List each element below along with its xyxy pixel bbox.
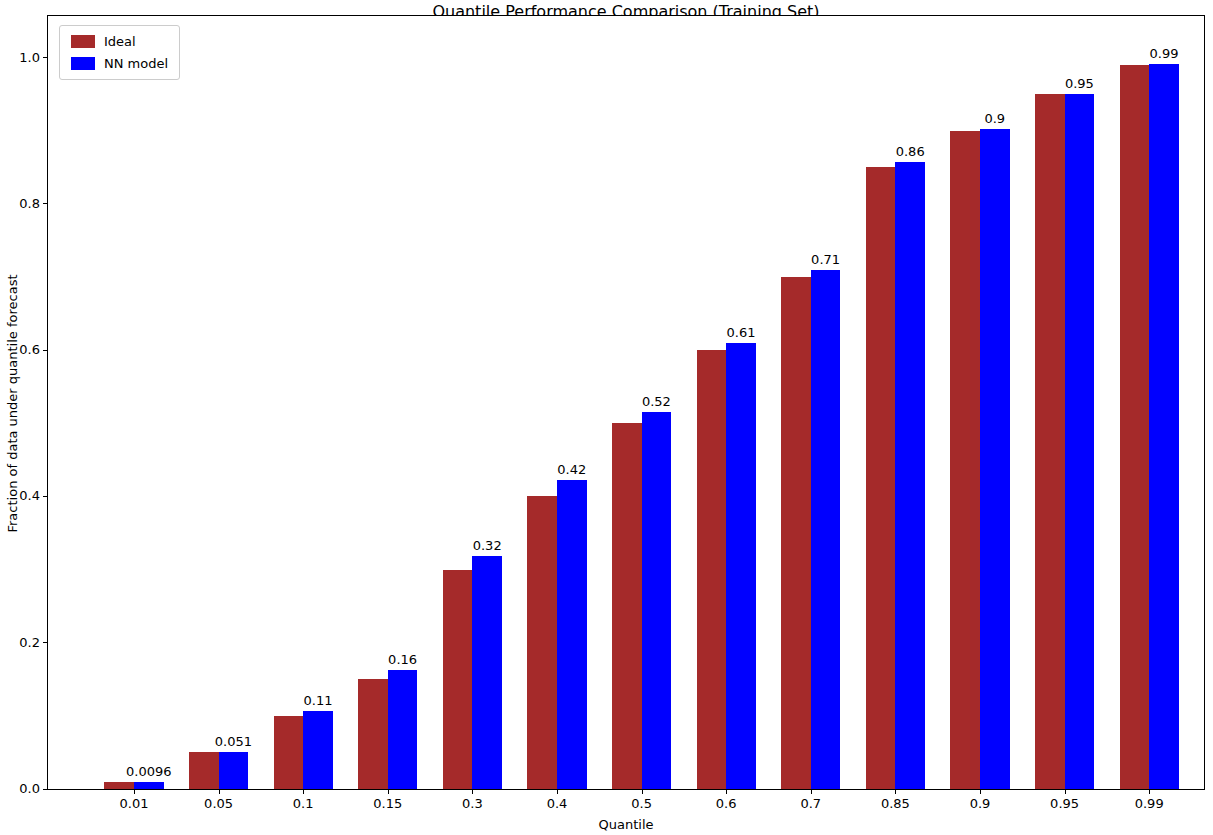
bar-value-label-0.15: 0.16 (368, 652, 438, 667)
x-tick-mark-0.7 (811, 790, 812, 794)
bar-value-label-0.95: 0.95 (1044, 76, 1114, 91)
bar-ideal-0.15 (358, 679, 388, 789)
bar-nn-model-0.99 (1149, 64, 1179, 789)
x-tick-label-0.85: 0.85 (865, 796, 925, 811)
y-tick-mark-0.8 (43, 203, 47, 204)
x-tick-mark-0.3 (472, 790, 473, 794)
x-tick-mark-0.95 (1065, 790, 1066, 794)
x-tick-label-0.95: 0.95 (1035, 796, 1095, 811)
legend-item-nn-model: NN model (71, 56, 168, 71)
bar-value-label-0.3: 0.32 (452, 538, 522, 553)
bar-value-label-0.6: 0.61 (706, 325, 776, 340)
bar-ideal-0.05 (189, 752, 219, 789)
bar-nn-model-0.85 (895, 162, 925, 789)
bar-nn-model-0.6 (726, 343, 756, 789)
bar-value-label-0.05: 0.051 (198, 734, 268, 749)
y-tick-mark-0.0 (43, 789, 47, 790)
x-axis-label: Quantile (47, 817, 1205, 832)
x-tick-mark-0.99 (1149, 790, 1150, 794)
bar-ideal-0.1 (274, 716, 304, 789)
x-tick-mark-0.05 (219, 790, 220, 794)
bar-nn-model-0.01 (134, 782, 164, 789)
bar-value-label-0.99: 0.99 (1129, 46, 1199, 61)
bar-nn-model-0.05 (219, 752, 249, 789)
y-tick-mark-1.0 (43, 57, 47, 58)
x-tick-mark-0.6 (726, 790, 727, 794)
x-tick-label-0.01: 0.01 (104, 796, 164, 811)
x-tick-mark-0.4 (557, 790, 558, 794)
bar-value-label-0.1: 0.11 (283, 693, 353, 708)
bar-value-label-0.4: 0.42 (537, 462, 607, 477)
bar-ideal-0.4 (527, 496, 557, 789)
bar-ideal-0.85 (866, 167, 896, 789)
bar-ideal-0.5 (612, 423, 642, 789)
legend-swatch-ideal (71, 35, 95, 48)
x-tick-label-0.05: 0.05 (189, 796, 249, 811)
x-tick-label-0.99: 0.99 (1119, 796, 1179, 811)
x-tick-mark-0.5 (642, 790, 643, 794)
legend-swatch-nn-model (71, 57, 95, 70)
bar-ideal-0.7 (781, 277, 811, 789)
y-tick-label-1.0: 1.0 (2, 50, 40, 65)
y-tick-label-0.8: 0.8 (2, 196, 40, 211)
x-tick-label-0.9: 0.9 (950, 796, 1010, 811)
x-tick-mark-0.01 (134, 790, 135, 794)
bar-nn-model-0.5 (642, 412, 672, 789)
x-tick-label-0.4: 0.4 (527, 796, 587, 811)
bar-nn-model-0.95 (1065, 94, 1095, 789)
y-tick-label-0.0: 0.0 (2, 781, 40, 796)
y-tick-mark-0.6 (43, 350, 47, 351)
y-axis-label: Fraction of data under quantile forecast (5, 214, 20, 594)
bar-ideal-0.3 (443, 570, 473, 789)
legend-item-ideal: Ideal (71, 34, 168, 49)
bar-nn-model-0.4 (557, 480, 587, 789)
y-tick-mark-0.4 (43, 496, 47, 497)
bar-nn-model-0.15 (388, 670, 418, 789)
x-tick-label-0.3: 0.3 (442, 796, 502, 811)
bar-nn-model-0.3 (472, 556, 502, 789)
x-tick-mark-0.9 (980, 790, 981, 794)
y-tick-label-0.2: 0.2 (2, 635, 40, 650)
legend-label-nn-model: NN model (104, 56, 168, 71)
x-tick-mark-0.15 (388, 790, 389, 794)
x-tick-label-0.6: 0.6 (696, 796, 756, 811)
x-tick-label-0.7: 0.7 (781, 796, 841, 811)
legend: Ideal NN model (59, 25, 180, 80)
plot-area: Ideal NN model 0.00960.010.0510.050.110.… (47, 15, 1205, 790)
y-tick-label-0.6: 0.6 (2, 342, 40, 357)
bar-ideal-0.01 (104, 782, 134, 789)
y-tick-mark-0.2 (43, 642, 47, 643)
bar-ideal-0.99 (1120, 65, 1150, 789)
legend-label-ideal: Ideal (104, 34, 136, 49)
bar-ideal-0.6 (697, 350, 727, 789)
bar-value-label-0.9: 0.9 (960, 111, 1030, 126)
bar-nn-model-0.7 (811, 270, 841, 789)
x-tick-label-0.1: 0.1 (273, 796, 333, 811)
bar-ideal-0.95 (1035, 94, 1065, 789)
y-tick-label-0.4: 0.4 (2, 488, 40, 503)
x-tick-mark-0.1 (303, 790, 304, 794)
figure: Quantile Performance Comparison (Trainin… (0, 0, 1213, 835)
bar-value-label-0.85: 0.86 (875, 144, 945, 159)
x-tick-label-0.15: 0.15 (358, 796, 418, 811)
x-tick-label-0.5: 0.5 (612, 796, 672, 811)
bar-ideal-0.9 (950, 131, 980, 789)
bar-value-label-0.01: 0.0096 (114, 764, 184, 779)
bar-value-label-0.5: 0.52 (621, 394, 691, 409)
bar-value-label-0.7: 0.71 (791, 252, 861, 267)
bar-nn-model-0.1 (303, 711, 333, 789)
bar-nn-model-0.9 (980, 129, 1010, 789)
x-tick-mark-0.85 (895, 790, 896, 794)
